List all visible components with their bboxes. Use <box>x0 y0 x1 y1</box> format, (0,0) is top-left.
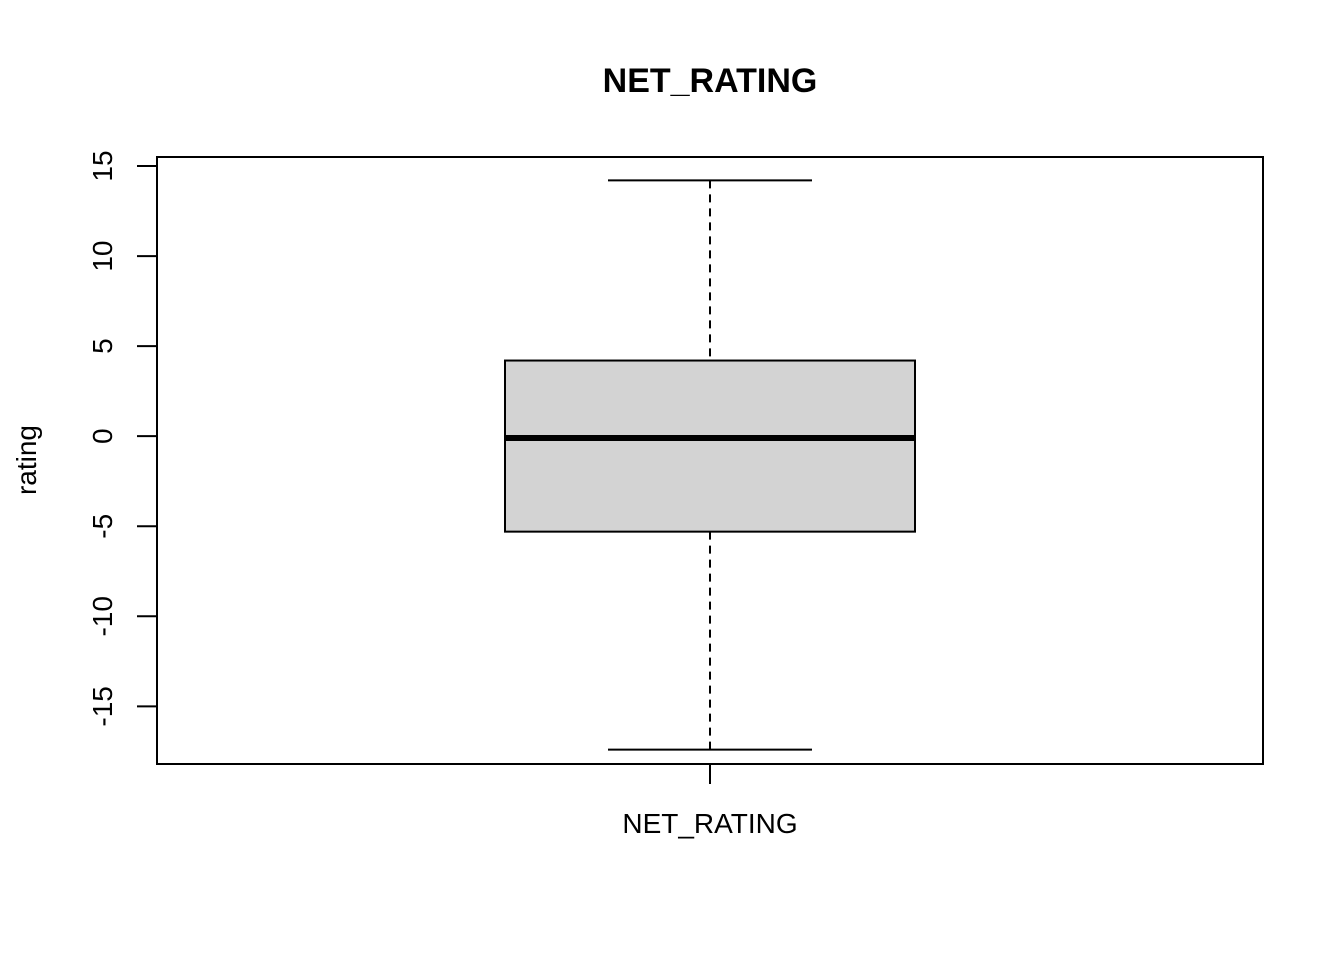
y-tick-label: 0 <box>87 428 118 444</box>
y-tick-label: -10 <box>87 596 118 636</box>
y-tick-label: -15 <box>87 686 118 726</box>
x-tick-label: NET_RATING <box>622 808 797 839</box>
y-tick-label: 10 <box>87 240 118 271</box>
interquartile-box <box>504 359 916 533</box>
chart-title: NET_RATING <box>603 62 818 100</box>
y-axis-label: rating <box>11 425 42 495</box>
y-tick-label: 15 <box>87 150 118 181</box>
y-axis: -15 -10 -5 0 5 10 15 <box>87 150 157 727</box>
y-tick-label: 5 <box>87 338 118 354</box>
box-group <box>504 179 916 751</box>
y-tick-label: -5 <box>87 514 118 539</box>
x-axis: NET_RATING <box>622 764 798 839</box>
